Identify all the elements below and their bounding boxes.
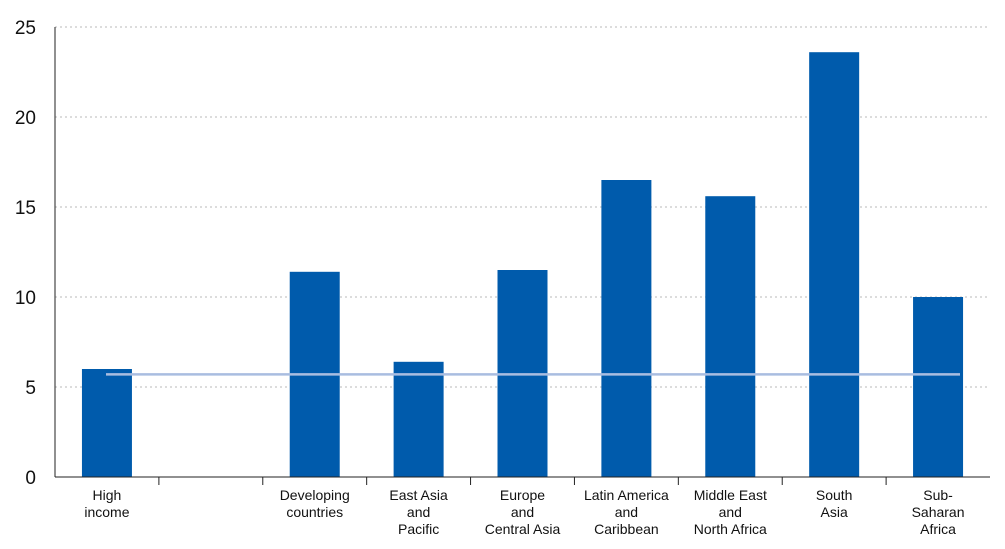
category-label: Caribbean bbox=[594, 521, 659, 537]
y-axis: 0 5 10 15 20 25 bbox=[15, 18, 36, 489]
category-label: Latin America bbox=[584, 487, 669, 503]
bar bbox=[601, 180, 652, 477]
category-label: Sub- bbox=[923, 487, 953, 503]
category-label: North Africa bbox=[694, 521, 767, 537]
bar bbox=[393, 361, 444, 477]
category-label: Pacific bbox=[398, 521, 439, 537]
y-tick-label: 10 bbox=[15, 288, 36, 309]
y-tick-label: 5 bbox=[25, 378, 36, 399]
bar bbox=[81, 369, 132, 477]
x-axis bbox=[54, 27, 990, 485]
bar bbox=[705, 196, 756, 477]
bars bbox=[81, 52, 964, 477]
category-label: East Asia bbox=[389, 487, 448, 503]
category-label: Saharan bbox=[912, 504, 965, 520]
category-label: and bbox=[615, 504, 638, 520]
y-tick-label: 0 bbox=[25, 468, 36, 489]
category-label: income bbox=[84, 504, 129, 520]
bar bbox=[809, 52, 860, 477]
y-tick-label: 15 bbox=[15, 198, 36, 219]
category-label: countries bbox=[286, 504, 343, 520]
y-tick-label: 25 bbox=[15, 18, 36, 39]
category-label: South bbox=[816, 487, 853, 503]
category-label: High bbox=[93, 487, 122, 503]
category-label: and bbox=[407, 504, 430, 520]
gridlines bbox=[55, 26, 990, 388]
category-label: Middle East bbox=[694, 487, 767, 503]
category-label: Asia bbox=[821, 504, 848, 520]
category-label: Developing bbox=[280, 487, 350, 503]
bar bbox=[913, 297, 964, 477]
category-label: Europe bbox=[500, 487, 545, 503]
y-tick-label: 20 bbox=[15, 108, 36, 129]
category-label: Africa bbox=[920, 521, 956, 537]
category-label: and bbox=[719, 504, 742, 520]
category-label: and bbox=[511, 504, 534, 520]
category-label: Central Asia bbox=[485, 521, 561, 537]
